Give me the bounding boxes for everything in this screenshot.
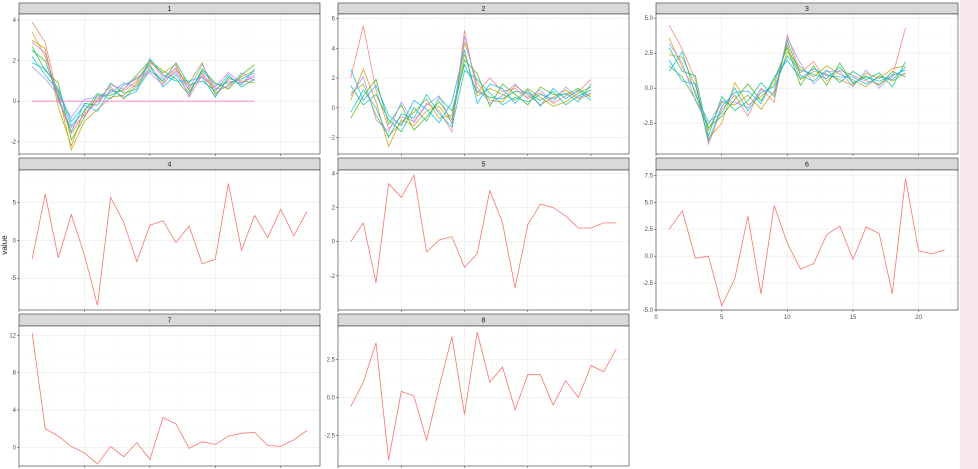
plot-background <box>338 14 629 154</box>
panel-border <box>18 13 321 155</box>
y-tick-label: 2.5 <box>327 357 336 363</box>
series-line-1 <box>668 178 946 307</box>
facet-strip-label: 4 <box>168 162 172 169</box>
plot-background <box>656 14 958 154</box>
facet-panel-3: 3 -2.5 0.0 2.5 5.0 <box>643 2 959 156</box>
facet-panel-2: 2 -2 0 2 4 6 <box>330 2 630 156</box>
facet-strip-label: 5 <box>482 162 486 169</box>
y-tick-label: -5.0 <box>643 308 654 314</box>
x-tick-label: 0 <box>654 315 658 321</box>
series-line-1 <box>31 21 255 135</box>
panel-border <box>337 325 630 467</box>
x-tick-label: 10 <box>784 315 791 321</box>
series-line-6 <box>668 50 906 123</box>
plot-background <box>19 326 320 466</box>
y-tick-label: 6 <box>332 16 336 22</box>
facet-panels: 1 -2 0 2 4 2 -2 0 2 4 6 3 -2.5 0.0 2.5 5.0 4 -5 0 5 5 -2 0 2 4 6 -… <box>9 2 959 468</box>
y-tick-label: 0 <box>13 445 17 451</box>
series-line-1 <box>350 173 617 288</box>
series-line-5 <box>668 39 906 138</box>
y-tick-label: 5.0 <box>645 200 654 206</box>
y-tick-label: 0 <box>13 238 17 244</box>
x-tick-label: 5 <box>720 315 724 321</box>
y-tick-label: 2 <box>332 76 336 82</box>
series-line-7 <box>668 59 906 143</box>
panel-border <box>655 169 959 311</box>
y-tick-label: 0.0 <box>645 86 654 92</box>
x-tick-label: 20 <box>915 315 922 321</box>
series-line-7 <box>350 49 592 127</box>
y-tick-label: -2 <box>330 274 336 280</box>
y-tick-label: -2.5 <box>643 121 654 127</box>
plot-background <box>338 170 629 310</box>
panel-border <box>18 325 321 467</box>
plot-background <box>19 14 320 154</box>
y-tick-label: 4 <box>332 46 336 52</box>
series-line-8 <box>31 63 255 119</box>
y-tick-label: 2 <box>332 206 336 212</box>
y-tick-label: 2.5 <box>645 51 654 57</box>
panel-border <box>655 13 959 155</box>
facet-panel-7: 7 0 4 8 12 <box>9 313 321 468</box>
y-tick-label: 12 <box>9 333 16 339</box>
y-tick-label: 0 <box>13 99 17 105</box>
plot-background <box>19 170 320 310</box>
facet-strip-label: 2 <box>482 6 486 13</box>
series-line-1 <box>31 183 308 306</box>
window-edge-strip <box>960 0 978 469</box>
facet-panel-6: 6 -5.0 -2.5 0.0 2.5 5.0 7.5 0 5 10 15 20 <box>643 157 959 321</box>
y-tick-label: 2 <box>13 59 17 65</box>
series-line-9 <box>31 42 255 129</box>
series-line-8 <box>668 36 906 126</box>
plot-background <box>656 170 958 310</box>
series-line-4 <box>668 46 906 129</box>
y-tick-label: 0.0 <box>327 396 336 402</box>
facet-panel-8: 8 -2.5 0.0 2.5 <box>325 313 630 468</box>
facet-panel-4: 4 -5 0 5 <box>11 157 321 312</box>
y-axis-title: value <box>0 235 9 255</box>
y-tick-label: -2.5 <box>643 281 654 287</box>
facet-strip-label: 6 <box>805 162 809 169</box>
y-tick-label: 0 <box>332 106 336 112</box>
y-tick-label: 4 <box>13 408 17 414</box>
y-tick-label: 4 <box>13 18 17 24</box>
y-tick-label: -2 <box>11 140 17 146</box>
facet-strip-label: 3 <box>805 6 809 13</box>
y-tick-label: 2.5 <box>645 227 654 233</box>
panel-border <box>18 169 321 311</box>
series-line-8 <box>350 36 592 133</box>
panel-border <box>337 13 630 155</box>
series-line-1 <box>668 25 906 146</box>
y-tick-label: -2.5 <box>325 434 336 440</box>
y-tick-label: 4 <box>332 171 336 177</box>
facet-strip-label: 7 <box>168 318 172 325</box>
series-line-4 <box>31 46 255 141</box>
y-tick-label: 0.0 <box>645 254 654 260</box>
facet-panel-1: 1 -2 0 2 4 <box>11 2 321 156</box>
series-line-3 <box>669 51 906 132</box>
y-tick-label: -5 <box>11 276 17 282</box>
series-line-1 <box>350 332 617 460</box>
x-tick-label: 15 <box>850 315 857 321</box>
facet-strip-label: 8 <box>482 318 486 325</box>
facet-strip-label: 1 <box>168 6 172 13</box>
y-tick-label: 8 <box>13 371 17 377</box>
y-tick-label: 7.5 <box>645 173 654 179</box>
y-tick-label: 5.0 <box>645 16 654 22</box>
panel-border <box>337 169 630 311</box>
y-tick-label: 5 <box>13 201 17 207</box>
facet-panel-5: 5 -2 0 2 4 <box>330 157 630 312</box>
series-line-1 <box>31 332 308 465</box>
series-line-2 <box>668 37 906 140</box>
y-tick-label: 0 <box>332 240 336 246</box>
y-tick-label: -2 <box>330 136 336 142</box>
